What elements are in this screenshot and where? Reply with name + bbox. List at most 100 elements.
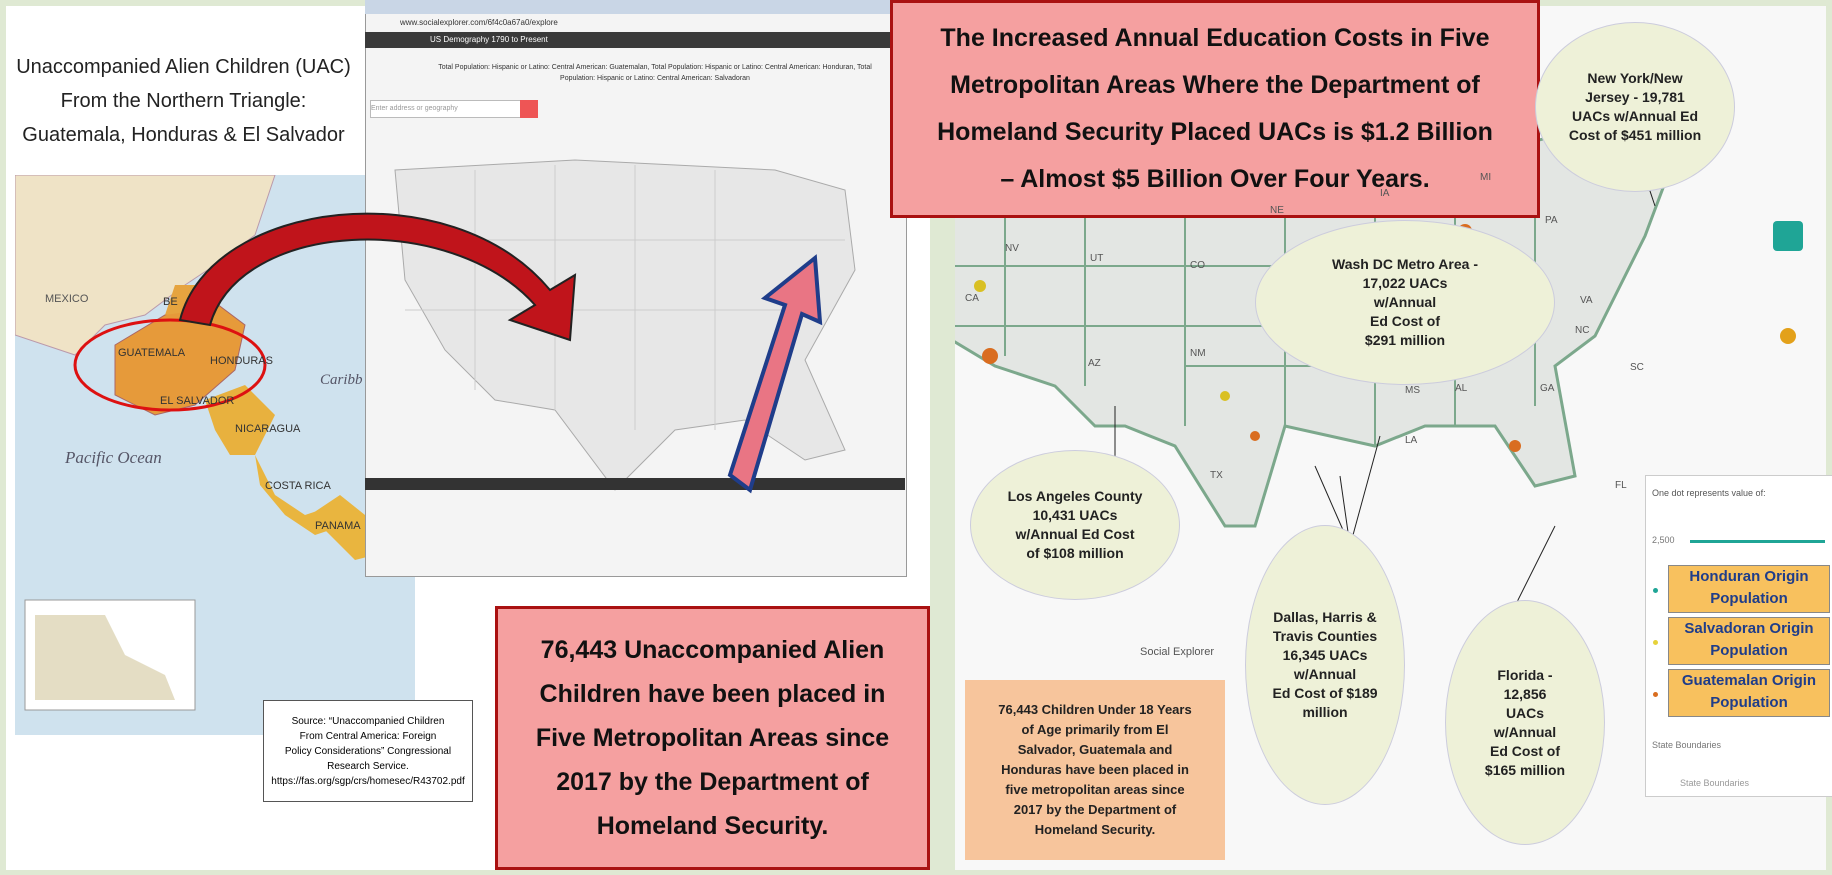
state-label: NC bbox=[1575, 325, 1589, 336]
state-label: AL bbox=[1455, 383, 1467, 394]
text-line: Homeland Security Placed UACs is $1.2 Bi… bbox=[890, 109, 1540, 156]
search-button[interactable] bbox=[520, 100, 538, 118]
legend-dot bbox=[1653, 640, 1658, 645]
text-line: Homeland Security. bbox=[965, 820, 1225, 840]
text-line: Policy Considerations” Congressional bbox=[264, 744, 472, 759]
text-line: 12,856 bbox=[1446, 685, 1604, 704]
map-label: PANAMA bbox=[315, 520, 361, 532]
text-line: 16,345 UACs bbox=[1246, 646, 1404, 665]
state-label: AZ bbox=[1088, 358, 1101, 369]
legend-section: State Boundaries bbox=[1652, 740, 1721, 750]
red-arrow bbox=[150, 180, 610, 380]
map-label: NICARAGUA bbox=[235, 423, 300, 435]
text-line: Homeland Security. bbox=[498, 804, 927, 848]
text-line: of $108 million bbox=[971, 544, 1179, 563]
text-line: The Increased Annual Education Costs in … bbox=[890, 15, 1540, 62]
text-line: Research Service. bbox=[264, 759, 472, 774]
map-label: EL SALVADOR bbox=[160, 395, 234, 407]
text-line: Population bbox=[1669, 588, 1829, 610]
state-label: SC bbox=[1630, 362, 1644, 373]
text-line: w/Annual bbox=[1246, 665, 1404, 684]
state-label: MI bbox=[1480, 172, 1491, 183]
legend-layer: State Boundaries bbox=[1680, 778, 1749, 788]
text-line: New York/New bbox=[1536, 69, 1734, 88]
text-line: Population bbox=[1669, 692, 1829, 714]
url: www.socialexplorer.com/6f4c0a67a0/explor… bbox=[400, 18, 558, 27]
text-line: Source: “Unaccompanied Children bbox=[264, 714, 472, 729]
text-line: w/Annual bbox=[1256, 293, 1554, 312]
state-label: TX bbox=[1210, 470, 1223, 481]
text-line: Honduras have been placed in bbox=[965, 760, 1225, 780]
text-line: UACs bbox=[1446, 704, 1604, 723]
text-line: From Central America: Foreign bbox=[264, 729, 472, 744]
legend-dot bbox=[1653, 692, 1658, 697]
state-label: LA bbox=[1405, 435, 1417, 446]
legend-value: 2,500 bbox=[1652, 535, 1675, 545]
text-line: 76,443 Children Under 18 Years bbox=[965, 700, 1225, 720]
text-line: five metropolitan areas since bbox=[965, 780, 1225, 800]
text-line: Honduran Origin bbox=[1669, 566, 1829, 588]
headline: The Increased Annual Education Costs in … bbox=[890, 0, 1540, 218]
pink-arrow bbox=[720, 250, 830, 500]
text-line: w/Annual Ed Cost bbox=[971, 525, 1179, 544]
text-line: Los Angeles County bbox=[971, 487, 1179, 506]
state-label: PA bbox=[1545, 215, 1558, 226]
text-line: Unaccompanied Alien Children (UAC) bbox=[6, 50, 361, 84]
text-line: Population: Hispanic or Latino: Central … bbox=[420, 73, 890, 84]
caption: Total Population: Hispanic or Latino: Ce… bbox=[420, 62, 890, 84]
text-line: Dallas, Harris & bbox=[1246, 608, 1404, 627]
map-label: COSTA RICA bbox=[265, 480, 331, 492]
callout: Dallas, Harris &Travis Counties16,345 UA… bbox=[1245, 525, 1405, 805]
state-label: NM bbox=[1190, 348, 1206, 359]
text-line: $291 million bbox=[1256, 331, 1554, 350]
text-line: Ed Cost of bbox=[1446, 742, 1604, 761]
map-label: MEXICO bbox=[45, 293, 88, 305]
slider[interactable] bbox=[1690, 540, 1825, 543]
search[interactable]: Enter address or geography bbox=[370, 100, 522, 118]
left-title: Unaccompanied Alien Children (UAC)From t… bbox=[6, 50, 361, 152]
text-line: of Age primarily from El bbox=[965, 720, 1225, 740]
text-line: https://fas.org/sgp/crs/homesec/R43702.p… bbox=[264, 774, 472, 789]
state-label: GA bbox=[1540, 383, 1554, 394]
state-label: NV bbox=[1005, 243, 1019, 254]
text-line: Wash DC Metro Area - bbox=[1256, 255, 1554, 274]
callout: Florida -12,856UACsw/AnnualEd Cost of$16… bbox=[1445, 600, 1605, 845]
state-label: NE bbox=[1270, 205, 1284, 216]
text-line: Salvadoran Origin bbox=[1669, 618, 1829, 640]
state-label: MS bbox=[1405, 385, 1420, 396]
text-line: 76,443 Unaccompanied Alien bbox=[498, 628, 927, 672]
text-line: Travis Counties bbox=[1246, 627, 1404, 646]
ocean-label: Pacific Ocean bbox=[65, 448, 162, 468]
text-line: From the Northern Triangle: bbox=[6, 84, 361, 118]
state-label: IA bbox=[1380, 188, 1389, 199]
toolbar-title: US Demography 1790 to Present bbox=[430, 35, 548, 44]
text-line: Ed Cost of bbox=[1256, 312, 1554, 331]
text-line: Cost of $451 million bbox=[1536, 126, 1734, 145]
legend-heading: One dot represents value of: bbox=[1652, 488, 1766, 498]
text-line: Five Metropolitan Areas since bbox=[498, 716, 927, 760]
text-line: Guatemala, Honduras & El Salvador bbox=[6, 118, 361, 152]
brand: Social Explorer bbox=[1140, 646, 1214, 658]
text-line: Guatemalan Origin bbox=[1669, 670, 1829, 692]
state-label: UT bbox=[1090, 253, 1103, 264]
text-line: Ed Cost of $189 bbox=[1246, 684, 1404, 703]
text-line: UACs w/Annual Ed bbox=[1536, 107, 1734, 126]
text-line: $165 million bbox=[1446, 761, 1604, 780]
state-label: VA bbox=[1580, 295, 1593, 306]
page: Unaccompanied Alien Children (UAC)From t… bbox=[0, 0, 1832, 875]
text-line: 2017 by the Department of bbox=[965, 800, 1225, 820]
state-label: CA bbox=[965, 293, 979, 304]
state-label: CO bbox=[1190, 260, 1205, 271]
legend-dot bbox=[1653, 588, 1658, 593]
text-line: 10,431 UACs bbox=[971, 506, 1179, 525]
text-line: – Almost $5 Billion Over Four Years. bbox=[890, 156, 1540, 203]
text-line: Children have been placed in bbox=[498, 672, 927, 716]
text-line: million bbox=[1246, 703, 1404, 722]
text-line: Salvador, Guatemala and bbox=[965, 740, 1225, 760]
